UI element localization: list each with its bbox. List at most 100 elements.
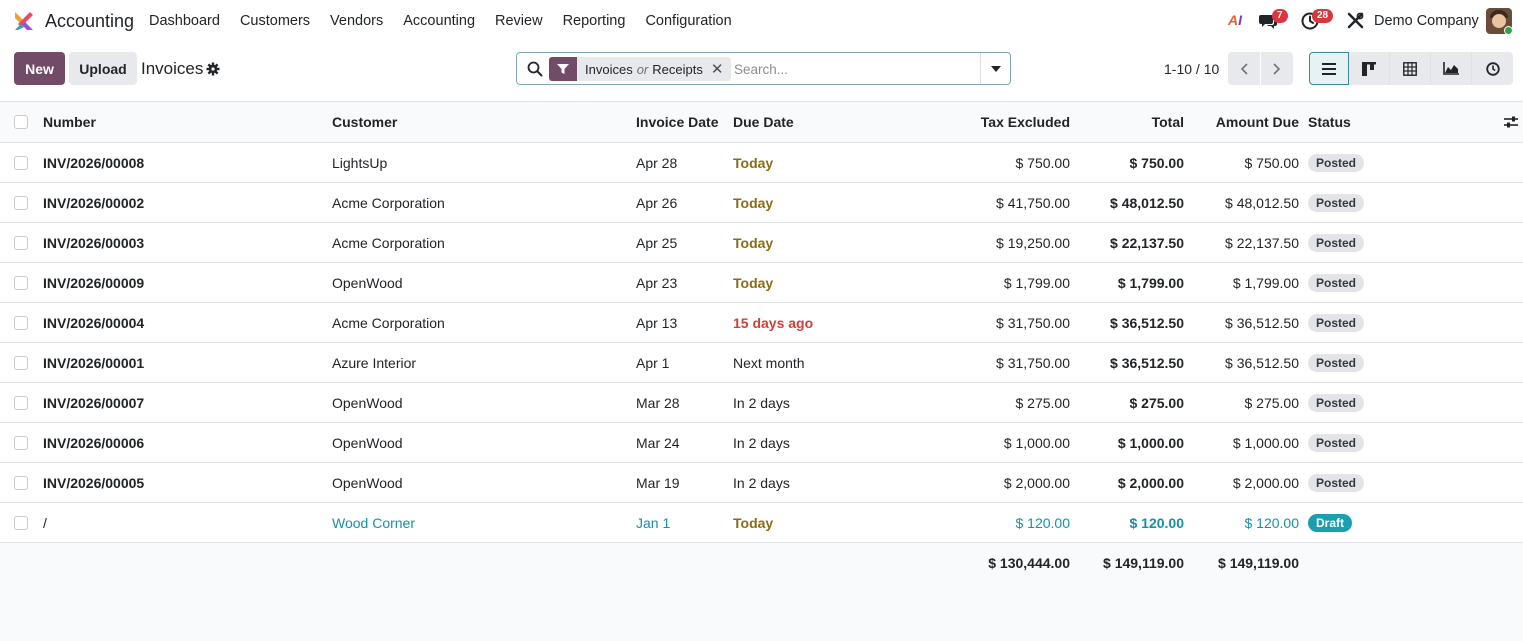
- row-checkbox[interactable]: [14, 236, 28, 250]
- table-header: Number Customer Invoice Date Due Date Ta…: [0, 102, 1523, 143]
- row-checkbox[interactable]: [14, 196, 28, 210]
- kanban-icon: [1362, 61, 1376, 76]
- tax-excluded: $ 120.00: [1015, 514, 1071, 531]
- pager-next-button[interactable]: [1261, 52, 1293, 85]
- table-row[interactable]: INV/2026/00006 OpenWood Mar 24 In 2 days $ 1…: [0, 423, 1523, 463]
- gear-icon[interactable]: [206, 62, 220, 76]
- pager-previous-button[interactable]: [1228, 52, 1260, 85]
- table-row[interactable]: INV/2026/00005 OpenWood Mar 19 In 2 days $ 2…: [0, 463, 1523, 503]
- pager-value[interactable]: 1-10 / 10: [1164, 61, 1220, 77]
- facet-or: or: [636, 61, 649, 77]
- table-row[interactable]: INV/2026/00009 OpenWood Apr 23 Today $ 1,799…: [0, 263, 1523, 303]
- invoice-date: Apr 13: [636, 314, 678, 331]
- pivot-view-button[interactable]: [1390, 52, 1431, 85]
- menu-configuration[interactable]: Configuration: [645, 13, 732, 29]
- facet-value-invoices: Invoices: [585, 61, 633, 77]
- table-row[interactable]: INV/2026/00002 Acme Corporation Apr 26 Toda…: [0, 183, 1523, 223]
- status-badge: Posted: [1308, 313, 1365, 332]
- row-checkbox[interactable]: [14, 356, 28, 370]
- tax-excluded: $ 1,000.00: [1003, 434, 1070, 451]
- search-input[interactable]: [734, 59, 974, 79]
- header-tax-excluded[interactable]: Tax Excluded: [980, 114, 1070, 130]
- customer-name: OpenWood: [332, 474, 403, 491]
- activity-view-button[interactable]: [1472, 52, 1513, 85]
- ai-icon[interactable]: AI: [1228, 12, 1242, 28]
- menu-accounting[interactable]: Accounting: [403, 13, 476, 29]
- row-checkbox[interactable]: [14, 156, 28, 170]
- chevron-left-icon: [1240, 62, 1248, 75]
- invoice-date: Mar 24: [636, 434, 680, 451]
- optional-columns-icon[interactable]: [1504, 115, 1518, 129]
- invoice-date: Apr 26: [636, 194, 678, 211]
- menu-reporting[interactable]: Reporting: [562, 13, 626, 29]
- header-invoice-date[interactable]: Invoice Date: [636, 114, 719, 130]
- status-badge: Draft: [1308, 513, 1353, 532]
- table-row[interactable]: INV/2026/00004 Acme Corporation Apr 13 15 d…: [0, 303, 1523, 343]
- company-switcher[interactable]: Demo Company: [1374, 13, 1479, 29]
- status-cell: Posted: [1308, 263, 1365, 302]
- tax-excluded: $ 31,750.00: [996, 354, 1070, 371]
- header-due-date[interactable]: Due Date: [733, 114, 794, 130]
- top-navbar: Accounting Dashboard Customers Vendors A…: [0, 0, 1523, 42]
- amount-due: $ 22,137.50: [1225, 234, 1299, 251]
- activity-badge: 28: [1312, 9, 1334, 23]
- invoice-date: Jan 1: [636, 514, 671, 531]
- clock-icon: [1485, 61, 1500, 76]
- header-total[interactable]: Total: [1151, 114, 1184, 130]
- total: $ 275.00: [1129, 394, 1185, 411]
- customer-name: LightsUp: [332, 154, 388, 171]
- row-checkbox[interactable]: [14, 436, 28, 450]
- invoice-number: INV/2026/00005: [43, 474, 145, 491]
- table-row[interactable]: INV/2026/00001 Azure Interior Apr 1 Next mo…: [0, 343, 1523, 383]
- row-checkbox[interactable]: [14, 316, 28, 330]
- amount-due: $ 120.00: [1244, 514, 1300, 531]
- header-amount-due[interactable]: Amount Due: [1215, 114, 1299, 130]
- list-view-button[interactable]: [1309, 52, 1349, 85]
- new-button[interactable]: New: [14, 52, 65, 85]
- upload-button[interactable]: Upload: [69, 52, 137, 85]
- invoice-number: INV/2026/00004: [43, 314, 145, 331]
- totals-row: $ 130,444.00 $ 149,119.00 $ 149,119.00: [0, 543, 1523, 583]
- total: $ 22,137.50: [1110, 234, 1184, 251]
- search-icon[interactable]: [527, 61, 543, 77]
- invoice-number: INV/2026/00006: [43, 434, 145, 451]
- ai-label-a: A: [1228, 12, 1239, 28]
- menu-review[interactable]: Review: [495, 13, 543, 29]
- status-cell: Posted: [1308, 183, 1365, 222]
- due-date: Today: [733, 194, 774, 211]
- select-all-checkbox[interactable]: [14, 115, 28, 129]
- row-checkbox[interactable]: [14, 276, 28, 290]
- header-customer[interactable]: Customer: [332, 114, 398, 130]
- header-number[interactable]: Number: [43, 114, 96, 130]
- row-checkbox[interactable]: [14, 476, 28, 490]
- due-date: In 2 days: [733, 434, 790, 451]
- total: $ 1,000.00: [1117, 434, 1184, 451]
- menu-customers[interactable]: Customers: [239, 13, 311, 29]
- accounting-app-icon[interactable]: [13, 10, 35, 32]
- app-name[interactable]: Accounting: [45, 11, 135, 31]
- menu-dashboard[interactable]: Dashboard: [149, 13, 220, 29]
- status-badge: Posted: [1308, 353, 1365, 372]
- total: $ 120.00: [1129, 514, 1185, 531]
- header-status[interactable]: Status: [1308, 114, 1351, 130]
- facet-remove-icon[interactable]: ✕: [708, 57, 732, 81]
- kanban-view-button[interactable]: [1349, 52, 1390, 85]
- invoice-date: Mar 28: [636, 394, 680, 411]
- table-row[interactable]: INV/2026/00007 OpenWood Mar 28 In 2 days $ 2…: [0, 383, 1523, 423]
- amount-due: $ 36,512.50: [1225, 314, 1299, 331]
- caret-down-icon: [990, 65, 1001, 72]
- menu-vendors[interactable]: Vendors: [330, 13, 384, 29]
- tools-icon[interactable]: [1347, 12, 1364, 29]
- table-row[interactable]: INV/2026/00003 Acme Corporation Apr 25 Toda…: [0, 223, 1523, 263]
- graph-view-button[interactable]: [1431, 52, 1472, 85]
- facet-value-receipts: Receipts: [652, 61, 703, 77]
- table-row[interactable]: / Wood Corner Jan 1 Today $ 120.00 $ 120.00 $ …: [0, 503, 1523, 543]
- customer-name: OpenWood: [332, 274, 403, 291]
- table-row[interactable]: INV/2026/00008 LightsUp Apr 28 Today $ 750.0…: [0, 143, 1523, 183]
- search-options-toggle[interactable]: [980, 53, 1010, 84]
- customer-name: OpenWood: [332, 394, 403, 411]
- due-date: In 2 days: [733, 394, 790, 411]
- row-checkbox[interactable]: [14, 516, 28, 530]
- user-avatar[interactable]: [1486, 8, 1512, 34]
- row-checkbox[interactable]: [14, 396, 28, 410]
